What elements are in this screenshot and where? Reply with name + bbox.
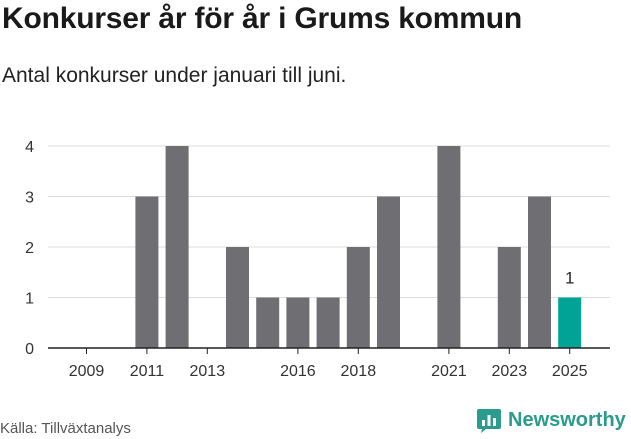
x-tick-label: 2021: [431, 363, 467, 380]
x-tick-label: 2009: [69, 363, 105, 380]
bar: [377, 196, 400, 348]
bar: [437, 146, 461, 348]
bar: [558, 297, 582, 348]
y-tick-label: 2: [25, 240, 34, 257]
bar: [256, 297, 280, 348]
bar: [226, 247, 249, 348]
brand-name: Newsworthy: [508, 408, 626, 431]
chart-subtitle: Antal konkurser under januari till juni.: [2, 64, 347, 87]
bar: [165, 146, 189, 348]
x-tick-label: 2023: [492, 363, 528, 380]
x-tick-label: 2011: [130, 363, 165, 380]
x-tick-label: 2013: [190, 363, 226, 380]
bar-chart-logo-icon: [477, 409, 501, 433]
x-tick-label: 2025: [552, 363, 588, 380]
chart-title: Konkurser år för år i Grums kommun: [2, 2, 523, 35]
y-tick-label: 0: [25, 341, 34, 358]
bar: [286, 297, 310, 348]
data-label: 1: [565, 269, 574, 288]
source-note: Källa: Tillväxtanalys: [0, 420, 131, 437]
brand-logo: Newsworthy: [476, 407, 626, 433]
bar: [316, 297, 340, 348]
bar: [135, 196, 159, 348]
bar: [497, 247, 521, 348]
bar-chart: 0 1 2 3 4 1 2009 2011 2013 2016 2018 2021 2023 2025: [25, 139, 610, 380]
y-tick-label: 1: [25, 291, 34, 308]
y-tick-label: 4: [25, 139, 34, 156]
bar: [528, 196, 551, 348]
y-tick-label: 3: [25, 190, 34, 207]
x-tick-label: 2018: [341, 363, 377, 380]
bar: [346, 247, 370, 348]
x-tick-label: 2016: [280, 363, 316, 380]
